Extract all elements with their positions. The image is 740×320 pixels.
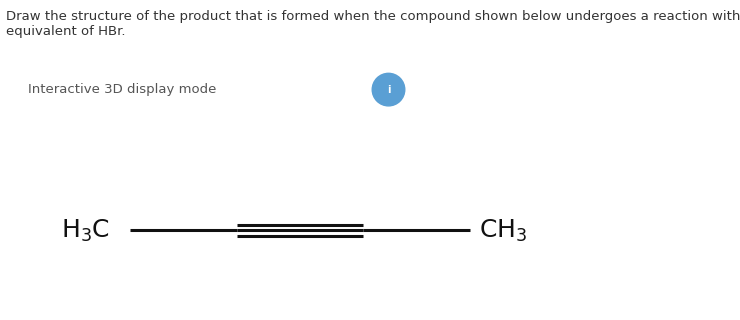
Text: Interactive 3D display mode: Interactive 3D display mode [28, 83, 217, 96]
Text: CH$_3$: CH$_3$ [479, 217, 528, 244]
Text: H$_3$C: H$_3$C [61, 217, 110, 244]
Text: i: i [387, 84, 390, 95]
Text: Draw the structure of the product that is formed when the compound shown below u: Draw the structure of the product that i… [6, 10, 740, 38]
